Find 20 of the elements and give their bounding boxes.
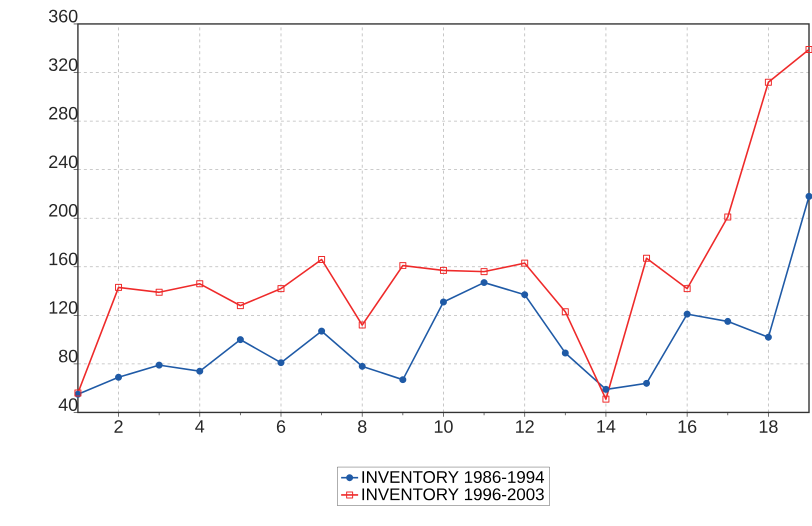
x-tick-label: 18 — [760, 420, 778, 433]
y-tick-label: 80 — [59, 350, 78, 362]
legend-label: INVENTORY 1986-1994 — [362, 470, 544, 483]
y-tick-label: 120 — [50, 300, 78, 314]
legend-label: INVENTORY 1996-2003 — [362, 488, 544, 500]
x-tick-label: 12 — [516, 420, 534, 433]
x-tick-label: 14 — [597, 420, 616, 432]
x-tick-label: 4 — [195, 420, 204, 432]
x-tick-label: 2 — [114, 420, 123, 433]
x-tick-label: 16 — [678, 420, 696, 433]
x-tick-label: 6 — [276, 420, 286, 433]
y-tick-label: 240 — [49, 155, 78, 168]
y-tick-label: 40 — [58, 398, 78, 411]
y-tick-label: 200 — [49, 204, 78, 217]
y-tick-label: 320 — [48, 58, 78, 71]
y-tick-label: 160 — [50, 252, 78, 266]
x-tick-label: 8 — [358, 420, 366, 433]
y-tick-label: 280 — [49, 106, 78, 120]
x-tick-label: 10 — [434, 420, 453, 433]
y-tick-label: 360 — [48, 10, 78, 22]
